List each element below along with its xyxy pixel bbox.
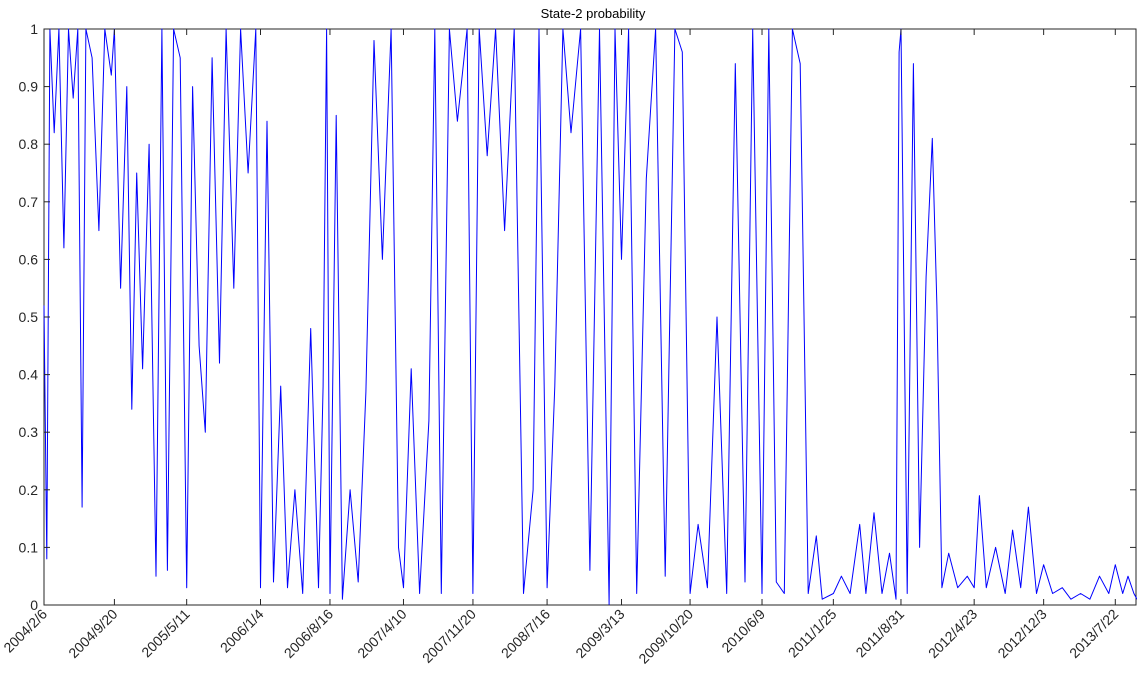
- y-tick-label: 0.1: [19, 539, 39, 555]
- x-tick-label: 2011/1/25: [785, 606, 840, 661]
- y-tick-label: 1: [30, 21, 38, 37]
- x-tick-label: 2004/9/20: [65, 606, 121, 662]
- y-tick-label: 0.2: [19, 482, 39, 498]
- y-axis: 0 0.1 0.2 0.3 0.4 0.5 0.6 0.7 0.8 0.9 1: [19, 21, 1136, 613]
- x-tick-label: 2010/6/9: [718, 606, 768, 656]
- x-tick-label: 2005/5/11: [138, 606, 193, 661]
- x-tick-label: 2006/8/16: [281, 606, 337, 662]
- x-tick-label: 2012/12/3: [994, 606, 1050, 662]
- x-tick-label: 2006/1/4: [217, 606, 267, 656]
- y-tick-label: 0.3: [19, 424, 39, 440]
- x-tick-label: 2009/3/13: [572, 606, 628, 662]
- plot-area: [43, 28, 1137, 606]
- x-tick-label: 2007/4/10: [354, 606, 410, 662]
- x-tick-label: 2009/10/20: [635, 606, 696, 667]
- y-tick-label: 0.5: [19, 309, 39, 325]
- y-tick-label: 0: [30, 597, 38, 613]
- y-tick-label: 0.7: [19, 194, 39, 210]
- x-tick-label: 2012/4/23: [925, 606, 981, 662]
- x-tick-label: 2008/7/16: [498, 606, 554, 662]
- y-tick-label: 0.6: [19, 251, 39, 267]
- y-tick-label: 0.4: [19, 367, 39, 383]
- y-tick-label: 0.9: [19, 79, 39, 95]
- series-line: [43, 28, 1137, 605]
- y-tick-label: 0.8: [19, 136, 39, 152]
- x-tick-label: 2011/8/31: [852, 606, 907, 661]
- chart-title: State-2 probability: [541, 6, 646, 21]
- x-tick-label: 2004/2/6: [0, 606, 50, 656]
- x-tick-label: 2007/11/20: [419, 606, 479, 666]
- x-tick-label: 2013/7/22: [1066, 606, 1122, 662]
